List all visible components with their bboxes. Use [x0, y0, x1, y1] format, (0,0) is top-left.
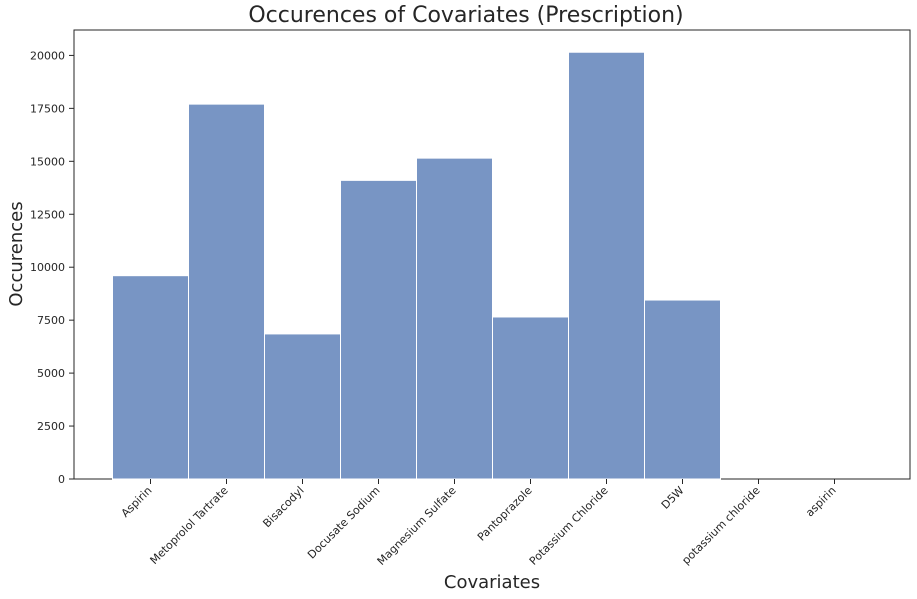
- x-tick-label-7: D5W: [659, 484, 687, 512]
- bar-1: [188, 103, 265, 480]
- x-tick-label-8: potassium chloride: [679, 484, 762, 567]
- bars-group: [112, 51, 721, 480]
- x-tick-label-3: Docusate Sodium: [305, 484, 383, 562]
- x-tick-label-4: Magnesium Sulfate: [375, 484, 459, 568]
- y-tick-label-4: 10000: [30, 261, 65, 274]
- bar-2: [264, 333, 341, 480]
- y-tick-label-7: 17500: [30, 102, 65, 115]
- y-tick-label-1: 2500: [37, 420, 65, 433]
- bar-7: [644, 299, 721, 480]
- x-tick-label-1: Metoprolol Tartrate: [148, 484, 231, 567]
- x-tick-label-2: Bisacodyl: [260, 484, 306, 530]
- y-tick-label-8: 20000: [30, 49, 65, 62]
- y-tick-label-2: 5000: [37, 367, 65, 380]
- y-tick-label-5: 12500: [30, 208, 65, 221]
- chart-title: Occurences of Covariates (Prescription): [248, 3, 683, 28]
- y-axis-label: Occurences: [6, 201, 27, 306]
- bar-5: [492, 316, 569, 480]
- y-axis: 0 2500 5000 7500 10000 12500 15000 17500 20000: [30, 49, 74, 486]
- bar-3: [340, 179, 417, 480]
- x-tick-label-9: aspirin: [803, 484, 838, 519]
- bar-6: [568, 51, 645, 480]
- bar-4: [416, 157, 493, 480]
- x-tick-label-0: Aspirin: [119, 484, 155, 520]
- y-tick-label-3: 7500: [37, 314, 65, 327]
- y-tick-label-6: 15000: [30, 155, 65, 168]
- x-axis-label: Covariates: [444, 572, 540, 593]
- y-tick-label-0: 0: [58, 473, 65, 486]
- x-tick-label-5: Pantoprazole: [475, 484, 535, 544]
- bar-0: [112, 275, 189, 480]
- x-tick-label-6: Potassium Chloride: [527, 484, 611, 568]
